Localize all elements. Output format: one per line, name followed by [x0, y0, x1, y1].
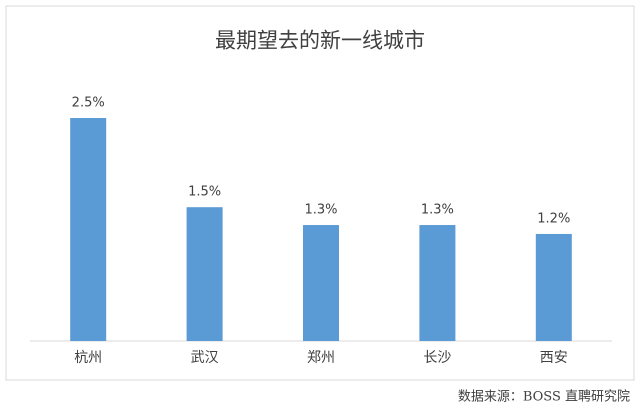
- bar: [70, 118, 107, 341]
- x-tick-label: 西安: [540, 350, 568, 366]
- value-label: 1.5%: [188, 185, 221, 200]
- x-tick-label: 郑州: [307, 350, 335, 366]
- value-label: 1.2%: [537, 211, 570, 226]
- chart-title: 最期望去的新一线城市: [215, 29, 425, 53]
- bar: [535, 233, 572, 341]
- bar: [186, 207, 223, 341]
- bar: [419, 225, 456, 341]
- x-tick-label: 武汉: [191, 350, 219, 366]
- x-tick-label: 杭州: [74, 350, 102, 366]
- value-label: 2.5%: [72, 96, 105, 111]
- value-label: 1.3%: [421, 203, 454, 218]
- value-label: 1.3%: [304, 203, 337, 218]
- bar: [303, 225, 339, 341]
- source-note: 数据来源：BOSS 直聘研究院: [458, 390, 630, 405]
- x-tick-label: 长沙: [423, 350, 451, 366]
